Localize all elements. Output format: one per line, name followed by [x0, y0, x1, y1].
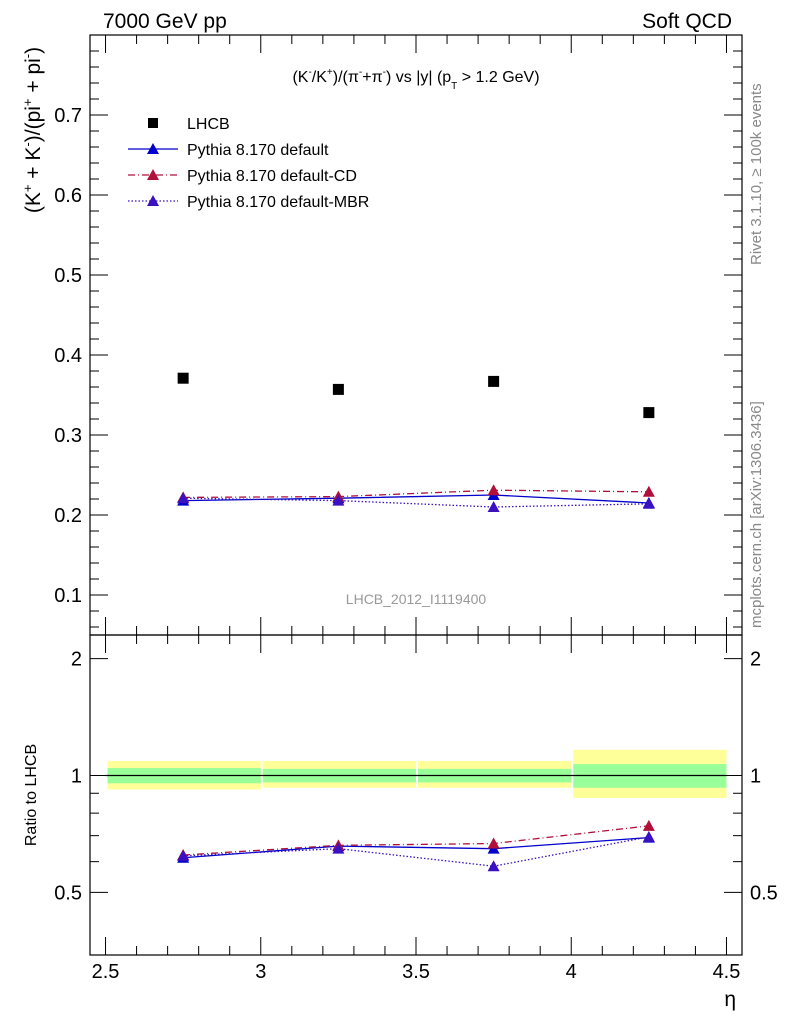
legend-label-lhcb: LHCB — [187, 116, 230, 133]
legend-label-default-mbr: Pythia 8.170 default-MBR — [187, 194, 369, 211]
main-line-pythia-8-170-default-cd — [183, 489, 649, 499]
ratio-y-tick-label-right: 2 — [750, 649, 761, 671]
x-tick-label: 3 — [255, 961, 266, 983]
legend-marker-lhcb — [148, 118, 158, 128]
main-marker-pythia-8-170-default-mbr — [487, 501, 500, 512]
ratio-line-pythia-8-170-default — [183, 836, 649, 859]
main-marker-pythia-8-170-default-cd — [642, 485, 655, 497]
ratio-y-tick-label: 0.5 — [54, 882, 82, 904]
ratio-y-tick-label: 2 — [71, 649, 82, 671]
legend-label-default: Pythia 8.170 default — [187, 142, 329, 159]
legend: LHCB Pythia 8.170 default Pythia 8.170 d… — [128, 116, 369, 211]
main-marker-pythia-8-170-default-mbr — [177, 492, 190, 504]
ratio-marker-pythia-8-170-default-cd — [642, 819, 655, 831]
main-line-pythia-8-170-default — [183, 494, 649, 504]
ratio-marker-pythia-8-170-default-cd — [487, 837, 500, 849]
ratio-line-pythia-8-170-default-mbr — [183, 836, 649, 867]
ratio-y-tick-label-right: 1 — [750, 765, 761, 787]
x-tick-label: 4.5 — [713, 961, 741, 983]
x-axis-label: η — [724, 988, 736, 1011]
legend-marker-default-cd — [147, 169, 159, 180]
legend-entry-lhcb: LHCB — [148, 116, 230, 133]
ratio-marker-pythia-8-170-default-mbr — [177, 849, 190, 861]
rivet-label: Rivet 3.1.10, ≥ 100k events — [748, 83, 765, 265]
ratio-marker-pythia-8-170-default-mbr — [642, 830, 655, 842]
main-marker-pythia-8-170-default-mbr — [642, 497, 655, 509]
axes: 0.1 0.2 0.3 0.4 0.5 0.6 0.7 0.5 0.5 1 1 2 2 2.5 3 3.5 4 4… — [54, 35, 778, 983]
main-marker-pythia-8-170-default-cd — [487, 484, 500, 496]
energy-label: 7000 GeV pp — [103, 10, 227, 33]
analysis-label: LHCB_2012_I1119400 — [346, 591, 487, 607]
ratio-y-axis-label: Ratio to LHCB — [23, 744, 40, 846]
main-plot-title: (K-/K+)/(π-+π-) vs |y| (pT > 1.2 GeV) — [292, 67, 539, 92]
ratio-y-tick-label: 1 — [71, 765, 82, 787]
main-y-tick-label: 0.3 — [54, 425, 82, 447]
main-y-tick-label: 0.5 — [54, 265, 82, 287]
legend-entry-default-cd: Pythia 8.170 default-CD — [128, 168, 357, 185]
legend-entry-default: Pythia 8.170 default — [128, 142, 329, 159]
ratio-marker-pythia-8-170-default-mbr — [332, 842, 345, 854]
ratio-y-tick-label-right: 0.5 — [750, 882, 778, 904]
main-plot-area — [177, 372, 655, 512]
main-y-tick-label: 0.2 — [54, 505, 82, 527]
ratio-marker-pythia-8-170-default-mbr — [487, 860, 500, 872]
main-y-tick-label: 0.4 — [54, 345, 82, 367]
main-line-pythia-8-170-default-mbr — [183, 497, 649, 508]
x-tick-label: 2.5 — [92, 961, 120, 983]
main-marker-lhcb — [332, 383, 344, 395]
legend-marker-default-mbr — [147, 195, 159, 206]
main-y-tick-label: 0.1 — [54, 585, 82, 607]
ratio-line-pythia-8-170-default-cd — [183, 825, 649, 856]
main-y-axis-label: (K+ + K-)/(pi+ + pi-) — [20, 47, 45, 213]
x-tick-label: 3.5 — [402, 961, 430, 983]
process-label: Soft QCD — [642, 10, 732, 33]
legend-marker-default — [147, 143, 159, 154]
ratio-plot-area — [105, 749, 727, 872]
main-marker-lhcb — [488, 375, 500, 387]
legend-label-default-cd: Pythia 8.170 default-CD — [187, 168, 357, 185]
main-y-tick-label: 0.6 — [54, 185, 82, 207]
main-marker-lhcb — [177, 372, 189, 384]
main-marker-pythia-8-170-default-mbr — [332, 494, 345, 506]
main-marker-lhcb — [643, 407, 655, 419]
mcplots-label: mcplots.cern.ch [arXiv:1306.3436] — [748, 401, 765, 628]
legend-entry-default-mbr: Pythia 8.170 default-MBR — [128, 194, 369, 211]
x-tick-label: 4 — [566, 961, 577, 983]
main-y-tick-label: 0.7 — [54, 105, 82, 127]
